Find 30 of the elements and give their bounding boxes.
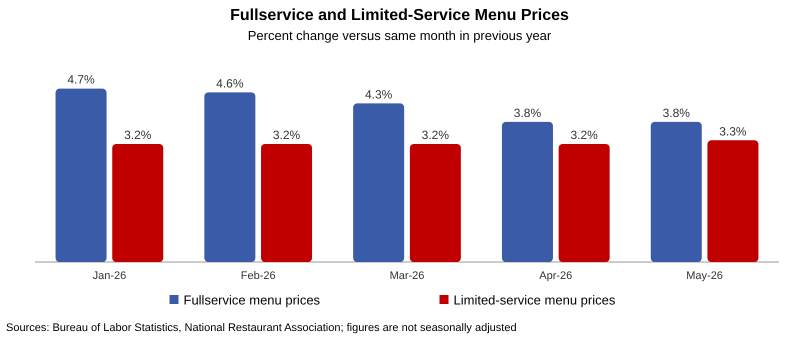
source-note: Sources: Bureau of Labor Statistics, National Restaurant Association; figures are not seasonally adjusted [6, 322, 517, 334]
data-label: 3.8% [514, 106, 542, 120]
data-label: 4.7% [67, 72, 96, 87]
bar [112, 144, 164, 262]
data-label: 3.2% [570, 128, 598, 142]
x-tick-label: Apr-26 [539, 270, 572, 282]
data-label: 3.2% [272, 128, 301, 142]
data-label: 3.8% [662, 106, 690, 120]
legend-label: Limited-service menu prices [454, 292, 616, 308]
data-label: 4.3% [364, 87, 393, 102]
bar [56, 88, 107, 262]
bar [410, 144, 461, 262]
chart-subtitle: Percent change versus same month in previous year [248, 28, 552, 43]
x-tick-label: Mar-26 [390, 270, 424, 282]
data-label: 4.6% [216, 76, 244, 90]
data-label: 3.3% [719, 124, 747, 138]
bar [204, 92, 256, 262]
data-label: 3.2% [124, 128, 152, 142]
bar [502, 122, 553, 262]
x-tick-label: Jan-26 [92, 270, 126, 282]
x-tick-label: Feb-26 [240, 270, 276, 282]
x-tick-label: May-26 [686, 270, 723, 282]
legend-label: Fullservice menu prices [184, 292, 321, 308]
bar [353, 103, 404, 262]
bar [558, 144, 610, 262]
bar [707, 140, 758, 262]
chart-title: Fullservice and Limited-Service Menu Prices [230, 7, 569, 24]
data-label: 3.2% [422, 128, 450, 142]
bar [650, 122, 702, 262]
bar [261, 144, 312, 262]
